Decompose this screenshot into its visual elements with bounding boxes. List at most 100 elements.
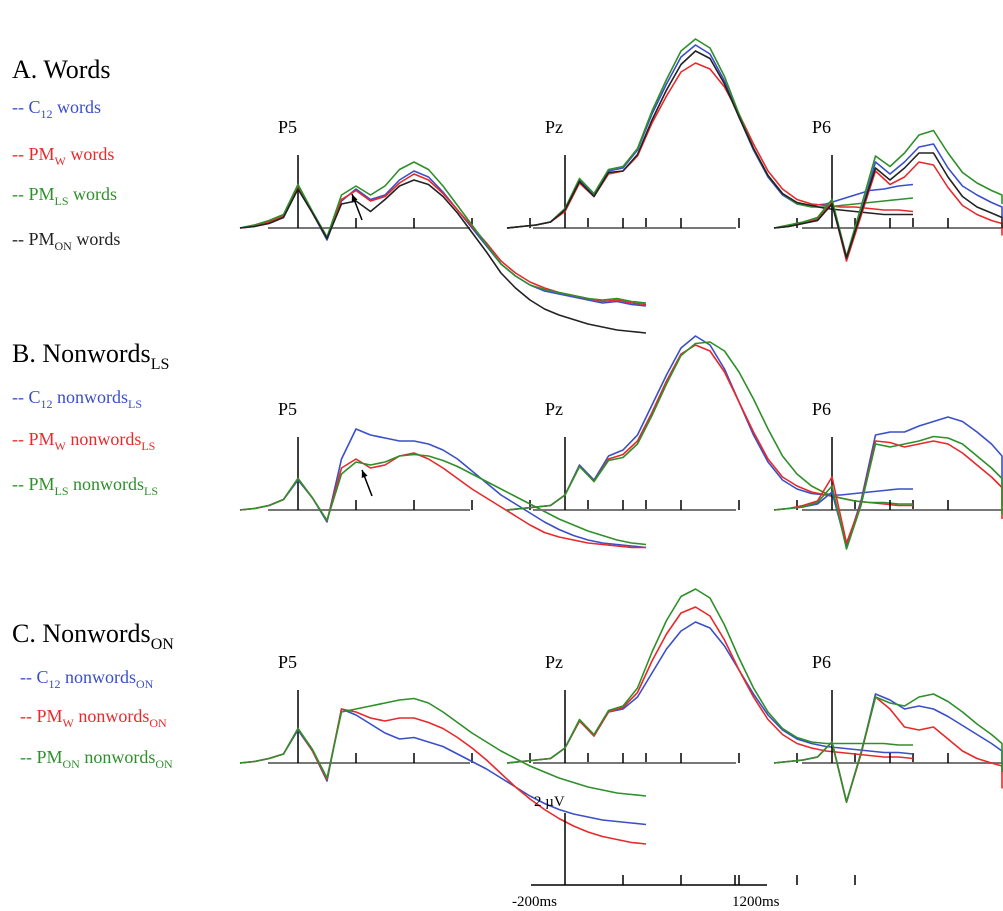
erp-series-line — [506, 344, 913, 511]
legend-subscript: W — [63, 716, 75, 730]
legend-suffix: nonwords — [69, 474, 145, 494]
erp-series-line — [506, 44, 914, 229]
electrode-label: P6 — [812, 117, 831, 137]
legend-subscript: 12 — [41, 107, 53, 121]
legend-subscript: W — [55, 439, 67, 453]
erp-subplot-A-P6: P6 — [773, 117, 1003, 262]
erp-series-line — [239, 708, 647, 845]
legend-suffix: nonwords — [80, 747, 156, 767]
scale-bar-amplitude-label: 2 µV — [534, 794, 565, 810]
legend-suffix-subscript: ON — [155, 757, 173, 771]
erp-series-line — [506, 341, 913, 511]
erp-subplot-A-Pz: Pz — [506, 38, 914, 229]
legend-subscript: LS — [55, 484, 69, 498]
legend-entry: -- PMON words — [12, 229, 120, 253]
electrode-label: P6 — [812, 652, 831, 672]
legend-suffix-subscript: LS — [144, 484, 158, 498]
legend-suffix: words — [53, 97, 102, 117]
panel-title-text: Nonwords — [42, 339, 150, 368]
erp-series-line — [773, 693, 1003, 803]
erp-subplot-C-P6: P6 — [773, 652, 1003, 803]
electrode-label: Pz — [545, 399, 563, 419]
legend-label: -- PM — [12, 429, 55, 449]
scale-bar-end-label: 1200ms — [732, 894, 780, 910]
electrode-label: P5 — [278, 652, 297, 672]
legend-suffix: nonwords — [61, 667, 137, 687]
legend-suffix: words — [69, 184, 118, 204]
erp-series-line — [506, 588, 913, 764]
panel-letter: B. — [12, 339, 42, 368]
legend-suffix-subscript: LS — [128, 397, 142, 411]
erp-subplot-A-P5: P5 — [239, 117, 647, 334]
erp-series-line — [773, 161, 1003, 262]
legend-subscript: W — [55, 154, 67, 168]
panel-title-subscript: ON — [151, 636, 175, 653]
erp-series-line — [239, 452, 646, 549]
annotation-arrow — [361, 469, 373, 497]
legend-label: -- PM — [20, 706, 63, 726]
erp-series-line — [773, 696, 1003, 803]
legend-entry: -- C12 nonwordsLS — [12, 387, 142, 411]
legend-subscript: 12 — [41, 397, 53, 411]
legend-suffix-subscript: ON — [149, 716, 167, 730]
legend-subscript: ON — [55, 239, 73, 253]
erp-series-line — [506, 335, 913, 511]
panel-title-text: Words — [43, 55, 110, 84]
erp-series-line — [506, 50, 913, 229]
legend-entry: -- PMLS words — [12, 184, 117, 208]
erp-series-line — [239, 179, 647, 334]
electrode-label: P6 — [812, 399, 831, 419]
erp-subplot-C-P5: P5 — [239, 652, 647, 845]
electrode-label: Pz — [545, 652, 563, 672]
legend-label: -- C — [12, 97, 41, 117]
legend-suffix: words — [72, 229, 121, 249]
legend-entry: -- PMW words — [12, 144, 114, 168]
legend-suffix-subscript: LS — [141, 439, 155, 453]
panel-title-subscript: LS — [151, 356, 170, 373]
legend-entry: -- PMLS nonwordsLS — [12, 474, 158, 498]
erp-series-line — [506, 38, 914, 229]
panel-title: B. NonwordsLS — [12, 339, 169, 373]
erp-series-line — [773, 435, 1003, 550]
legend-suffix: nonwords — [74, 706, 150, 726]
plots-layer: P5 Pz P6 P5 Pz P6 P5 Pz P6 — [239, 38, 1003, 845]
panel-title-text: Nonwords — [42, 619, 150, 648]
legend-suffix-subscript: ON — [136, 677, 154, 691]
legend-entry: -- C12 words — [12, 97, 101, 121]
legend-suffix: nonwords — [66, 429, 142, 449]
legend-label: -- PM — [20, 747, 63, 767]
legend-label: -- C — [20, 667, 49, 687]
legend-label: -- C — [12, 387, 41, 407]
erp-series-line — [239, 697, 647, 797]
erp-series-line — [773, 693, 1003, 803]
legend-subscript: 12 — [49, 677, 61, 691]
erp-series-line — [773, 416, 1003, 547]
erp-subplot-B-Pz: Pz — [506, 335, 914, 511]
legend-entry: -- PMON nonwordsON — [20, 747, 173, 771]
legend-entry: -- C12 nonwordsON — [20, 667, 154, 691]
erp-series-line — [773, 129, 1003, 258]
electrode-label: P5 — [278, 399, 297, 419]
legend-label: -- PM — [12, 229, 55, 249]
scale-bar: 2 µV -200ms 1200ms — [512, 794, 856, 910]
panel-title: C. NonwordsON — [12, 619, 174, 653]
electrode-label: P5 — [278, 117, 297, 137]
erp-series-line — [239, 161, 647, 304]
erp-subplot-C-Pz: Pz — [506, 588, 914, 764]
panel-letter: C. — [12, 619, 42, 648]
erp-series-line — [506, 606, 914, 764]
erp-series-line — [773, 152, 1003, 259]
legend-suffix: nonwords — [53, 387, 129, 407]
erp-subplot-B-P6: P6 — [773, 399, 1003, 550]
legend-label: -- PM — [12, 474, 55, 494]
legend-entry: -- PMW nonwordsON — [20, 706, 167, 730]
legend-label: -- PM — [12, 144, 55, 164]
legend-suffix: words — [66, 144, 115, 164]
erp-series-line — [239, 453, 647, 546]
erp-subplot-B-P5: P5 — [239, 399, 647, 549]
legend-entry: -- PMW nonwordsLS — [12, 429, 155, 453]
legend-subscript: ON — [63, 757, 81, 771]
electrode-label: Pz — [545, 117, 563, 137]
legend-label: -- PM — [12, 184, 55, 204]
